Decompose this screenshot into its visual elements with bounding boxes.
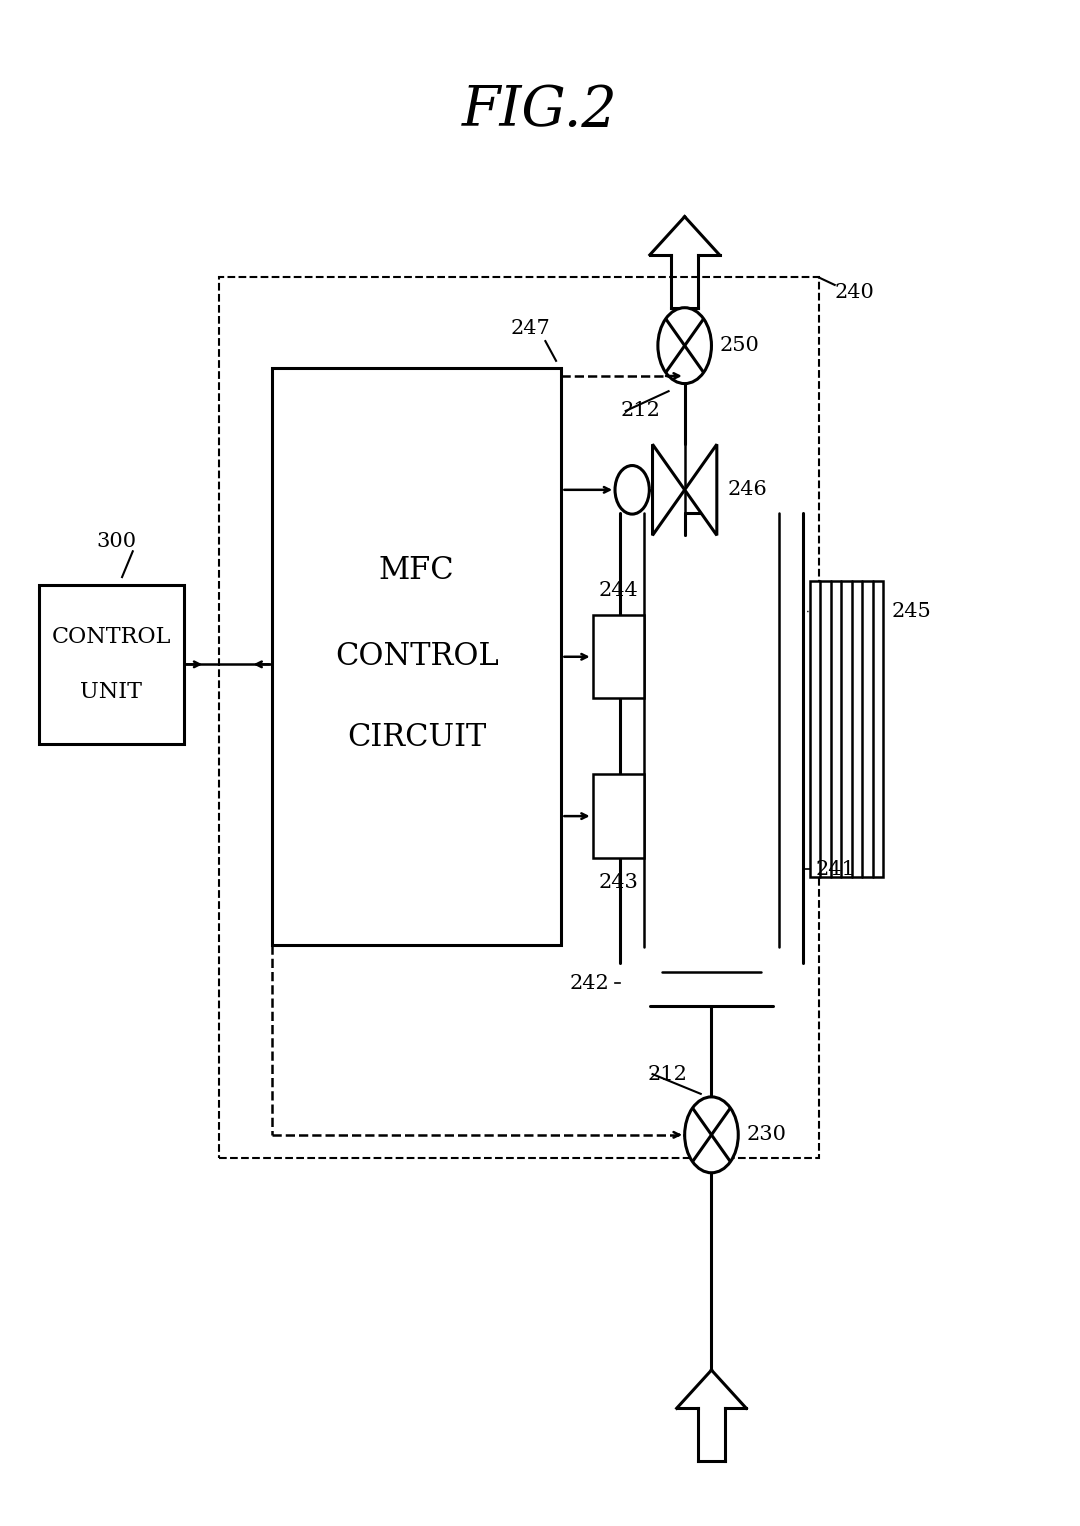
Text: 247: 247 (511, 319, 551, 339)
Text: CONTROL: CONTROL (335, 641, 499, 673)
Text: 250: 250 (720, 336, 760, 356)
Bar (593, 774, 644, 858)
Text: UNIT: UNIT (80, 681, 143, 702)
Circle shape (658, 308, 712, 383)
Text: 244: 244 (598, 581, 638, 600)
Circle shape (685, 1097, 739, 1173)
Bar (218, 278, 819, 1158)
Polygon shape (685, 444, 717, 536)
Bar (593, 615, 644, 699)
Bar (810, 581, 883, 877)
Text: 243: 243 (598, 873, 638, 893)
Text: 245: 245 (891, 601, 931, 621)
Text: 246: 246 (728, 481, 767, 499)
Bar (39, 584, 184, 745)
Text: CIRCUIT: CIRCUIT (347, 722, 486, 752)
Text: 241: 241 (815, 859, 855, 879)
Text: 300: 300 (96, 533, 137, 551)
Text: 212: 212 (620, 401, 660, 420)
Text: MFC: MFC (379, 555, 455, 586)
Text: 230: 230 (747, 1125, 787, 1144)
Text: 242: 242 (570, 974, 609, 992)
Polygon shape (652, 444, 685, 536)
Text: 212: 212 (647, 1065, 687, 1083)
Text: FIG.2: FIG.2 (462, 82, 618, 137)
Circle shape (615, 465, 649, 514)
Text: 240: 240 (835, 282, 875, 302)
Bar (272, 368, 562, 945)
Text: CONTROL: CONTROL (52, 626, 171, 649)
